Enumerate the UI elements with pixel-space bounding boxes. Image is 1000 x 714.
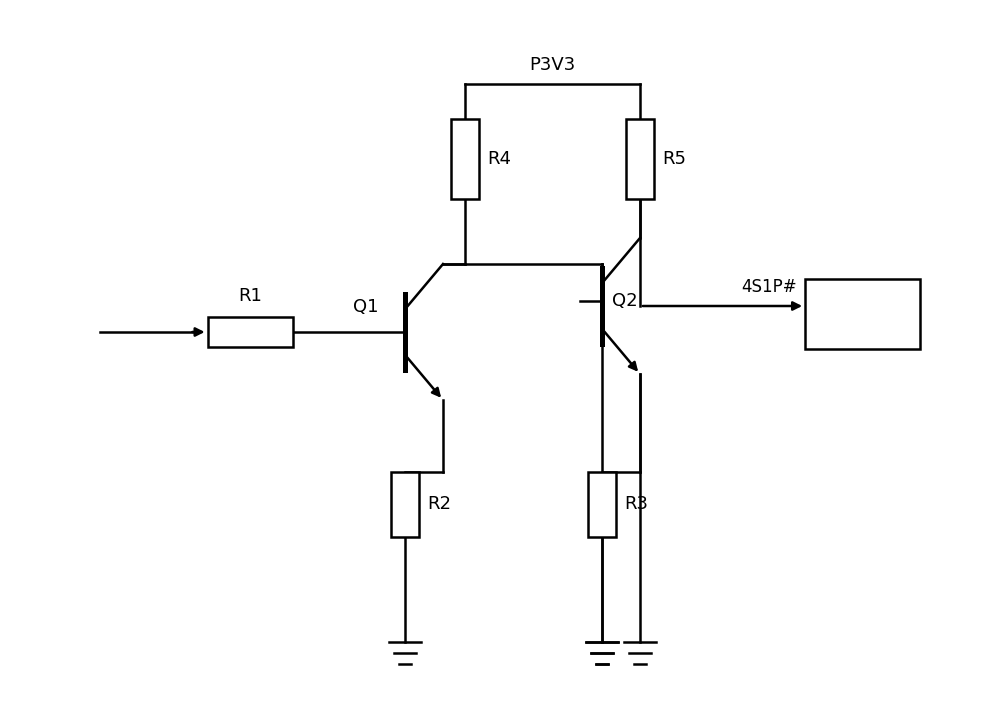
Text: P3V3: P3V3 [529,56,576,74]
Bar [588,471,616,536]
Bar [626,119,654,199]
Text: Q1: Q1 [353,298,378,316]
Text: R4: R4 [487,150,511,168]
Text: Q2: Q2 [612,292,638,310]
Text: 主芯片: 主芯片 [845,304,880,323]
Bar [805,279,920,349]
Text: 4S1P#: 4S1P# [741,278,797,296]
Text: R2: R2 [427,495,451,513]
Text: R3: R3 [624,495,648,513]
Text: R1: R1 [238,287,262,305]
Bar [451,119,479,199]
Bar [208,317,293,347]
Bar [391,471,419,536]
Text: R5: R5 [662,150,686,168]
